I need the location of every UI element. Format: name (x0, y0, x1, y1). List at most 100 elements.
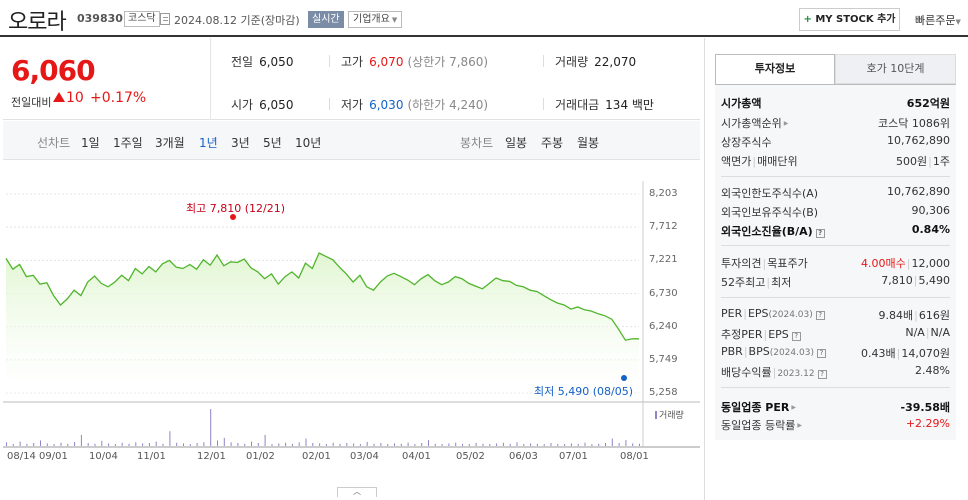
x-tick-label: 04/01 (402, 451, 431, 462)
row-label-text: PER (721, 307, 743, 320)
period-weekly[interactable]: 주봉 (541, 136, 564, 150)
period-5y[interactable]: 5년 (263, 136, 282, 150)
row-52week: 52주최고|최저 7,810|5,490 (721, 274, 950, 291)
row-sector-rate[interactable]: 동일업종 등락률 ▶ +2.29% (721, 417, 950, 434)
row-value: -39.58배 (900, 401, 950, 414)
stat-label: 거래대금 (555, 98, 600, 112)
x-tick-label: 01/02 (246, 451, 275, 462)
quick-order-button[interactable]: 빠른주문▼ (915, 12, 961, 28)
tab-order-book[interactable]: 호가 10단계 (835, 54, 956, 84)
volume-bar (40, 440, 41, 446)
volume-bar (496, 443, 498, 446)
row-label: 외국인소진율(B/A)? (721, 223, 825, 239)
volume-bar (462, 443, 463, 446)
separator: | (925, 326, 930, 339)
period-3m[interactable]: 3개월 (155, 136, 185, 150)
row-value-text: 5,490 (918, 274, 951, 287)
row-value: 90,306 (911, 204, 951, 217)
volume-bar (60, 442, 62, 446)
y-tick-label: 7,221 (649, 254, 678, 265)
volume-bar (387, 444, 389, 446)
stock-header: 오로라 039830 코스닥 2024.08.12 기준(장마감) 실시간 기업… (0, 0, 968, 37)
volume-bar (468, 444, 470, 446)
stat-label: 고가 (341, 55, 364, 69)
company-overview-button[interactable]: 기업개요 ▼ (348, 11, 403, 28)
volume-bar (53, 444, 55, 446)
realtime-button[interactable]: 실시간 (308, 11, 344, 28)
company-overview-label: 기업개요 (353, 14, 390, 25)
row-value: 4.00매수|12,000 (861, 255, 950, 271)
chart-low-label: 최저 5,490 (08/05) (534, 385, 634, 398)
period-1y[interactable]: 1년 (199, 136, 218, 150)
volume-bar (305, 438, 307, 446)
separator: | (766, 276, 771, 289)
volume-bar (108, 443, 110, 446)
row-market-cap-rank[interactable]: 시가총액순위 ▶ 코스닥 1086위 (721, 115, 950, 132)
chart-canvas (3, 181, 700, 448)
volume-bar (509, 443, 511, 446)
row-value-text: 0.43배 (861, 347, 896, 360)
row-label-text: PBR (721, 345, 743, 358)
period-1d[interactable]: 1일 (81, 136, 100, 150)
row-value-text: 12,000 (911, 257, 951, 270)
volume-bar (448, 443, 450, 446)
price-line (5, 252, 639, 341)
row-label-text: 추정PER (721, 328, 763, 341)
period-daily[interactable]: 일봉 (505, 136, 528, 150)
row-value: 10,762,890 (887, 134, 950, 147)
volume-bar (611, 438, 613, 446)
help-icon[interactable]: ? (817, 370, 827, 379)
volume-bar (155, 441, 157, 446)
volume-bar (380, 443, 382, 446)
period-3y[interactable]: 3년 (231, 136, 250, 150)
row-value-text: 500원 (896, 155, 928, 168)
market-badge: 코스닥 (124, 11, 160, 27)
volume-bar (285, 442, 287, 446)
row-sector-per[interactable]: 동일업종 PER ▶ -39.58배 (721, 399, 950, 416)
row-value: +2.29% (905, 417, 950, 430)
y-tick-label: 5,258 (649, 387, 678, 398)
row-label-text: 외국인소진율(B/A) (721, 225, 813, 238)
volume-bar (169, 431, 171, 446)
volume-bar (67, 443, 69, 446)
volume-bar (271, 444, 273, 446)
row-label: 동일업종 등락률 ▶ (721, 417, 802, 433)
divider (329, 98, 330, 110)
change-percent: +0.17% (90, 90, 147, 106)
period-monthly[interactable]: 월봉 (577, 136, 600, 150)
volume-bar (87, 443, 89, 446)
row-value-text: 14,070원 (901, 347, 950, 360)
help-icon[interactable]: ? (816, 349, 826, 358)
price-chart[interactable]: 8,203 7,712 7,221 6,730 6,240 5,749 5,25… (3, 161, 700, 500)
row-value-text: 1주 (932, 155, 950, 168)
collapse-chart-button[interactable]: ︿ (337, 487, 377, 497)
period-10y[interactable]: 10년 (295, 136, 322, 150)
volume-bar (183, 443, 184, 446)
volume-bar (639, 443, 640, 446)
volume-bar (482, 443, 484, 446)
row-value: 7,810|5,490 (881, 274, 950, 287)
volume-bar (489, 444, 491, 446)
volume-bar (251, 441, 252, 446)
row-label-text: 배당수익률 (721, 366, 772, 379)
line-chart-label: 선차트 (37, 136, 71, 150)
row-opinion: 투자의견|목표주가 4.00매수|12,000 (721, 255, 950, 272)
help-icon[interactable]: ? (815, 229, 825, 238)
separator: | (896, 347, 901, 360)
volume-bar (46, 443, 48, 446)
help-icon[interactable]: ? (791, 332, 801, 341)
row-label: 시가총액순위 ▶ (721, 115, 788, 131)
x-tick-label: 03/04 (350, 451, 379, 462)
tab-invest-info[interactable]: 투자정보 (715, 54, 835, 84)
x-tick-label: 07/01 (559, 451, 588, 462)
divider (543, 98, 544, 110)
volume-bar (564, 444, 566, 446)
help-icon[interactable]: ? (815, 311, 825, 320)
mystock-add-button[interactable]: + MY STOCK 추가 (799, 8, 900, 31)
up-arrow-icon (53, 92, 65, 102)
row-value: 코스닥 1086위 (878, 117, 950, 130)
volume-bar (74, 441, 76, 446)
period-1w[interactable]: 1주일 (113, 136, 143, 150)
volume-bar (114, 444, 116, 446)
volume-bar (19, 441, 21, 446)
